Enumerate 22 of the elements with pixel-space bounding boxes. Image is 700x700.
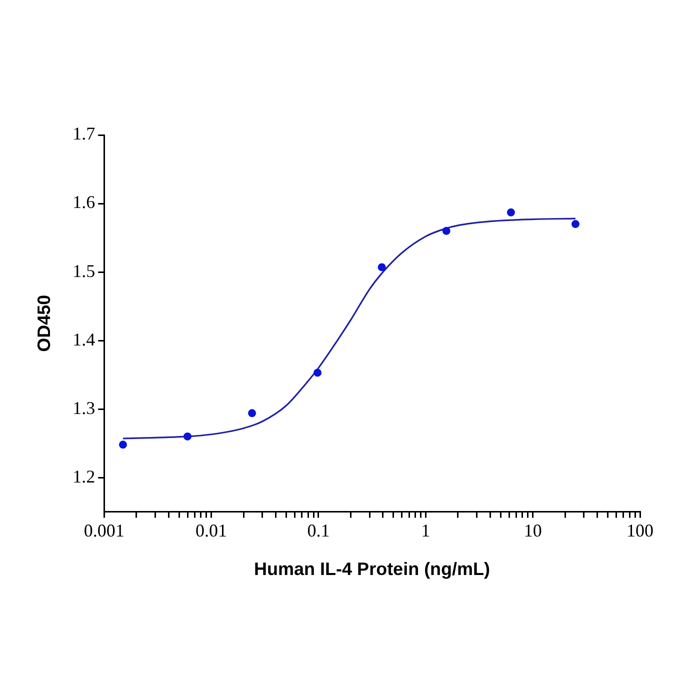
x-tick-label: 0.01: [196, 520, 228, 540]
y-axis-title: OD450: [34, 294, 54, 352]
y-tick-label: 1.6: [72, 192, 96, 212]
x-tick-label: 100: [626, 520, 654, 540]
x-tick-label: 10: [524, 520, 542, 540]
point: [118, 440, 127, 449]
y-tick-label: 1.4: [72, 329, 96, 350]
y-tick-label: 1.3: [72, 398, 96, 418]
x-tick-label: 0.001: [84, 520, 124, 540]
point: [314, 368, 322, 377]
y-tick-label: 1.2: [72, 466, 96, 486]
point: [248, 409, 256, 418]
point: [378, 263, 386, 272]
y-tick-label: 1.7: [72, 124, 96, 144]
x-tick-label: 1: [421, 520, 430, 540]
point: [184, 432, 192, 440]
point: [506, 208, 515, 216]
point: [442, 226, 450, 235]
x-tick-label: 0.1: [307, 520, 330, 540]
y-tick-label: 1.5: [72, 260, 96, 281]
point: [571, 220, 580, 228]
x-axis-title: Human IL-4 Protein (ng/mL): [254, 559, 490, 580]
